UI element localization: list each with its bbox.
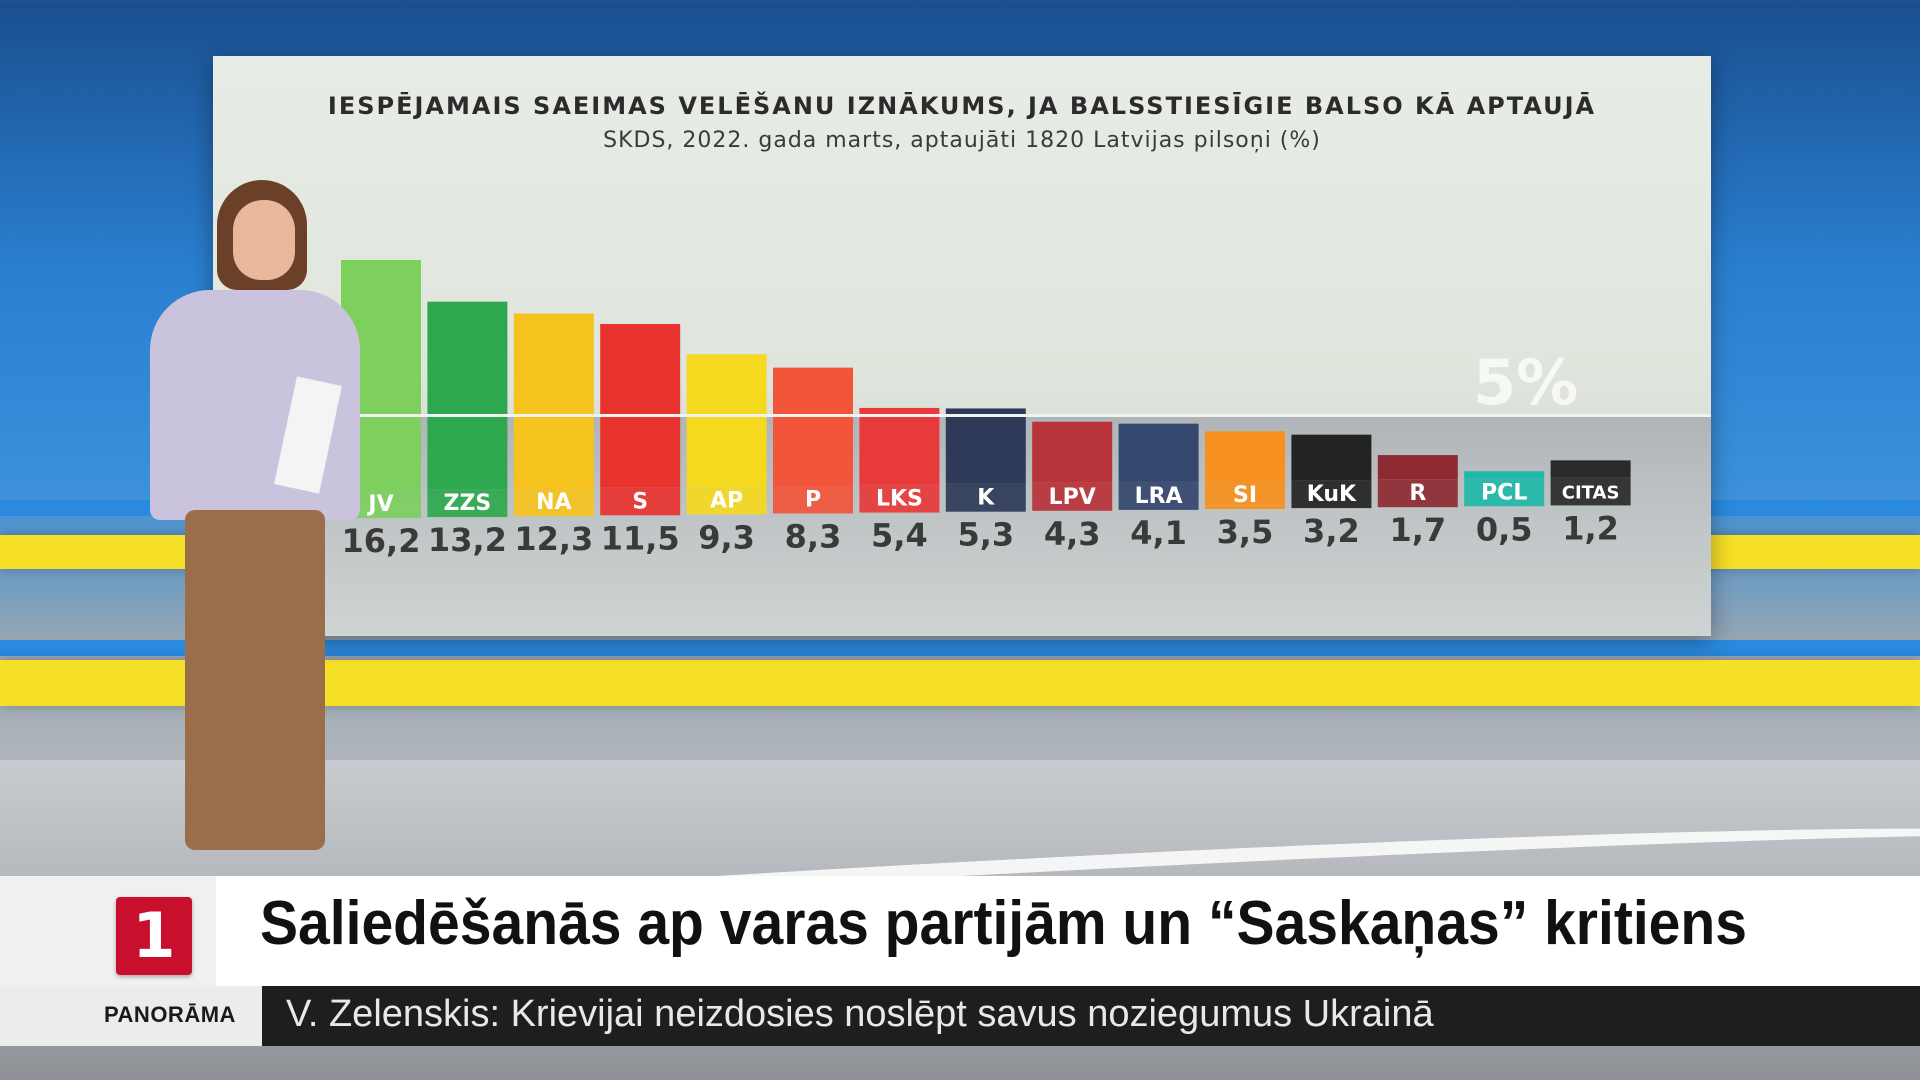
bar-r bbox=[1377, 455, 1458, 480]
value-label-ap: 9,3 bbox=[698, 518, 755, 556]
category-label-pcl: PCL bbox=[1481, 480, 1527, 505]
channel-logo: 1 bbox=[116, 897, 192, 975]
category-label-citas: CITAS bbox=[1562, 482, 1620, 503]
news-ticker bbox=[262, 986, 1920, 1046]
bar-pcl bbox=[1464, 471, 1545, 479]
threshold-label: 5% bbox=[1473, 346, 1579, 419]
threshold-line bbox=[353, 414, 1711, 417]
value-label-na: 12,3 bbox=[514, 520, 593, 558]
bar-p bbox=[773, 367, 853, 486]
value-label-lpv: 4,3 bbox=[1044, 515, 1101, 553]
value-label-jv: 16,2 bbox=[342, 522, 421, 560]
value-label-zzs: 13,2 bbox=[428, 521, 507, 559]
bar-citas bbox=[1550, 460, 1631, 478]
bar-lra bbox=[1118, 423, 1199, 482]
category-label-lks: LKS bbox=[876, 487, 923, 512]
category-label-jv: JV bbox=[366, 492, 393, 517]
bar-label-strip-citas bbox=[1550, 477, 1631, 506]
chart-board: IESPĒJAMAIS SAEIMAS VELĒŠANU IZNĀKUMS, J… bbox=[213, 56, 1711, 636]
bar-label-strip-pcl bbox=[1464, 478, 1545, 507]
chart-subtitle: SKDS, 2022. gada marts, aptaujāti 1820 L… bbox=[603, 128, 1321, 153]
bar-ap bbox=[686, 354, 767, 487]
presenter bbox=[145, 180, 365, 880]
value-label-si: 3,5 bbox=[1217, 513, 1274, 551]
value-label-citas: 1,2 bbox=[1562, 509, 1619, 547]
category-label-r: R bbox=[1409, 481, 1426, 506]
category-label-na: NA bbox=[536, 490, 571, 515]
studio-blue-band-lower bbox=[0, 640, 1920, 656]
bar-label-strip-lks bbox=[859, 484, 940, 513]
value-label-lra: 4,1 bbox=[1130, 514, 1187, 552]
bar-k bbox=[945, 408, 1026, 484]
bar-label-strip-r bbox=[1377, 479, 1458, 508]
lower-third bbox=[0, 876, 1920, 986]
bar-label-strip-lpv bbox=[1032, 482, 1113, 511]
bar-si bbox=[1205, 431, 1285, 481]
bar-s bbox=[600, 324, 681, 488]
bar-zzs bbox=[427, 301, 508, 490]
ticker-text: V. Zelenskis: Krievijai neizdosies noslē… bbox=[286, 993, 1434, 1035]
bar-label-strip-p bbox=[773, 485, 853, 514]
chart-title: IESPĒJAMAIS SAEIMAS VELĒŠANU IZNĀKUMS, J… bbox=[327, 92, 1597, 120]
bar-label-strip-ap bbox=[686, 486, 767, 515]
bar-label-strip-kuk bbox=[1291, 480, 1372, 509]
program-label-box bbox=[0, 986, 262, 1046]
value-label-kuk: 3,2 bbox=[1303, 512, 1360, 550]
presenter-pants bbox=[185, 510, 325, 850]
bar-label-strip-lra bbox=[1118, 481, 1199, 510]
bar-label-strip-zzs bbox=[427, 489, 508, 518]
bar-label-strip-si bbox=[1205, 481, 1285, 509]
program-label: PANORĀMA bbox=[104, 1002, 236, 1027]
bar-kuk bbox=[1291, 434, 1372, 481]
category-label-kuk: KuK bbox=[1307, 482, 1357, 507]
value-label-pcl: 0,5 bbox=[1476, 510, 1533, 548]
value-label-r: 1,7 bbox=[1389, 511, 1446, 549]
category-label-lra: LRA bbox=[1135, 484, 1183, 509]
bar-lpv bbox=[1032, 421, 1113, 483]
value-label-k: 5,3 bbox=[957, 516, 1014, 554]
category-label-zzs: ZZS bbox=[444, 491, 492, 516]
value-label-p: 8,3 bbox=[785, 518, 842, 556]
bar-label-strip-s bbox=[600, 487, 681, 516]
presenter-face bbox=[233, 200, 295, 280]
bar-chart: JV 16,2 ZZS 13,2 NA 12,3 S 11,5 AP 9,3 P 8,3 LKS 5,4 K… bbox=[341, 259, 1631, 560]
bar-label-strip-na bbox=[513, 488, 594, 517]
value-label-lks: 5,4 bbox=[871, 517, 928, 555]
category-label-k: K bbox=[977, 486, 995, 511]
headline: Saliedēšanās ap varas partijām un “Saska… bbox=[260, 889, 1747, 958]
category-label-ap: AP bbox=[710, 488, 743, 513]
value-label-s: 11,5 bbox=[601, 519, 680, 557]
bar-lks bbox=[859, 407, 940, 485]
category-label-s: S bbox=[632, 489, 648, 514]
category-label-p: P bbox=[805, 488, 821, 513]
bar-label-strip-k bbox=[945, 483, 1026, 512]
category-label-lpv: LPV bbox=[1049, 485, 1096, 510]
bar-na bbox=[513, 313, 594, 489]
category-label-si: SI bbox=[1233, 483, 1257, 508]
